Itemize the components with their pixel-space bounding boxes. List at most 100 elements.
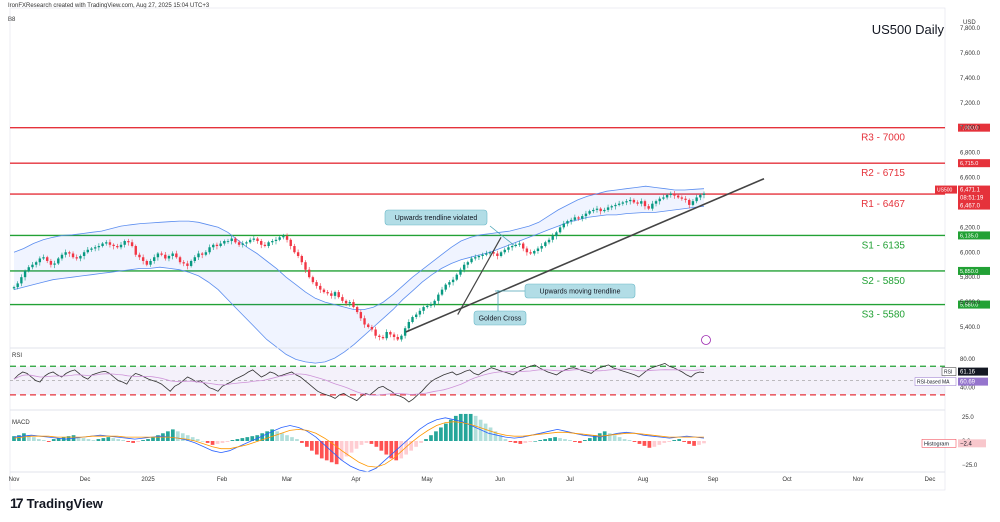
macd-histogram-bar: [458, 413, 463, 441]
macd-histogram-bar: [434, 431, 438, 441]
macd-histogram-bar: [106, 437, 111, 441]
candle-body: [466, 262, 470, 265]
macd-histogram-bar: [96, 439, 101, 441]
macd-histogram-bar: [225, 441, 230, 442]
x-tick-label: Mar: [282, 477, 292, 483]
x-tick-label: Dec: [80, 477, 91, 483]
macd-histogram-bar: [305, 441, 309, 447]
candle-body: [518, 243, 521, 245]
chart-credit: IronFXResearch created with TradingView.…: [8, 3, 210, 9]
candle-body: [429, 304, 433, 306]
macd-histogram-bar: [354, 441, 359, 449]
x-tick-label: Aug: [638, 477, 649, 483]
candle-body: [440, 289, 444, 295]
candle-body: [426, 305, 429, 308]
level-price-tag: [958, 123, 990, 132]
candle-body: [212, 244, 215, 248]
level-price-tag-text: 7,000.0: [960, 126, 978, 132]
macd-histogram-bar: [692, 441, 696, 446]
macd-histogram-bar: [126, 441, 131, 442]
y-tick-label: 5,400.0: [960, 325, 981, 331]
x-tick-label: Apr: [351, 477, 360, 483]
candle-body: [496, 253, 499, 256]
candle-body: [614, 204, 617, 207]
candle-body: [547, 239, 551, 243]
candle-body: [400, 335, 403, 340]
candle-body: [116, 246, 119, 248]
macd-histogram-bar: [86, 439, 91, 441]
macd-histogram-bar: [662, 441, 667, 443]
macd-line: [13, 417, 705, 473]
candle-body: [603, 209, 606, 212]
rsi-line: [13, 362, 705, 403]
last-price-tag: [958, 185, 990, 210]
macd-histogram-bar: [151, 437, 155, 441]
candle-body: [82, 252, 86, 256]
x-tick-label: Nov: [9, 477, 20, 483]
candle-body: [75, 257, 78, 259]
level-price-tag-text: 5,580.0: [960, 303, 978, 309]
candle-body: [53, 263, 56, 265]
candle-body: [171, 253, 174, 256]
macd-histogram-bar: [180, 433, 185, 441]
macd-histogram-bar: [240, 438, 245, 441]
macd-histogram-bar: [369, 441, 374, 444]
rsi-tick-label: 80.00: [960, 357, 976, 363]
macd-histogram-bar: [349, 441, 354, 453]
candle-body: [470, 258, 473, 263]
candle-body: [492, 252, 495, 254]
macd-histogram-bar: [156, 435, 160, 441]
candle-body: [267, 242, 270, 247]
macd-histogram-bar: [513, 441, 518, 443]
candle-body: [348, 302, 351, 304]
candle-body: [282, 236, 285, 238]
annotation-text: Golden Cross: [479, 316, 522, 323]
candle-body: [307, 269, 311, 278]
rsi-ma-tag: [914, 377, 957, 386]
candle-body: [581, 216, 584, 219]
candle-body: [499, 252, 503, 256]
macd-histogram-bar: [215, 441, 220, 444]
candle-body: [315, 282, 318, 286]
macd-histogram-bar: [46, 441, 51, 442]
macd-histogram-bar: [36, 439, 41, 441]
candle-body: [407, 322, 411, 329]
macd-histogram-bar: [453, 415, 458, 441]
candle-body: [219, 243, 222, 247]
macd-histogram-bar: [101, 438, 106, 441]
macd-histogram-bar: [295, 439, 299, 441]
macd-histogram-bar: [543, 439, 547, 441]
tradingview-brand: 17 TradingView: [10, 495, 103, 511]
level-tag-text: 6,467.0: [960, 204, 981, 210]
histogram-value-text: −2.4: [960, 441, 973, 447]
macd-histogram-bar: [27, 435, 31, 441]
level-price-tag-text: 5,850.0: [960, 269, 978, 275]
macd-histogram-bar: [647, 441, 652, 448]
candle-body: [684, 198, 687, 200]
macd-signal-line: [13, 421, 704, 468]
annotation-text: Upwards trendline violated: [395, 215, 478, 222]
level-label: R1 - 6467: [861, 199, 905, 210]
candle-body: [145, 260, 149, 265]
candle-body: [510, 246, 514, 248]
candle-body: [459, 269, 462, 275]
candle-body: [193, 257, 196, 261]
rsi-ma-line: [13, 368, 705, 396]
macd-histogram-bar: [419, 441, 423, 443]
candle-body: [260, 241, 263, 245]
candle-body: [322, 289, 326, 293]
level-price-tag: [958, 300, 990, 309]
macd-histogram-bar: [677, 439, 682, 441]
candle-body: [573, 217, 577, 220]
candle-body: [662, 197, 665, 199]
rsi-label: RSI: [12, 353, 22, 359]
candle-body: [606, 207, 610, 210]
candle-body: [182, 262, 185, 264]
candle-body: [414, 314, 418, 318]
candle-body: [540, 246, 543, 249]
x-tick-label: 2025: [141, 477, 155, 483]
candle-body: [234, 238, 237, 243]
candle-body: [444, 284, 447, 290]
macd-histogram-bar: [558, 438, 562, 441]
